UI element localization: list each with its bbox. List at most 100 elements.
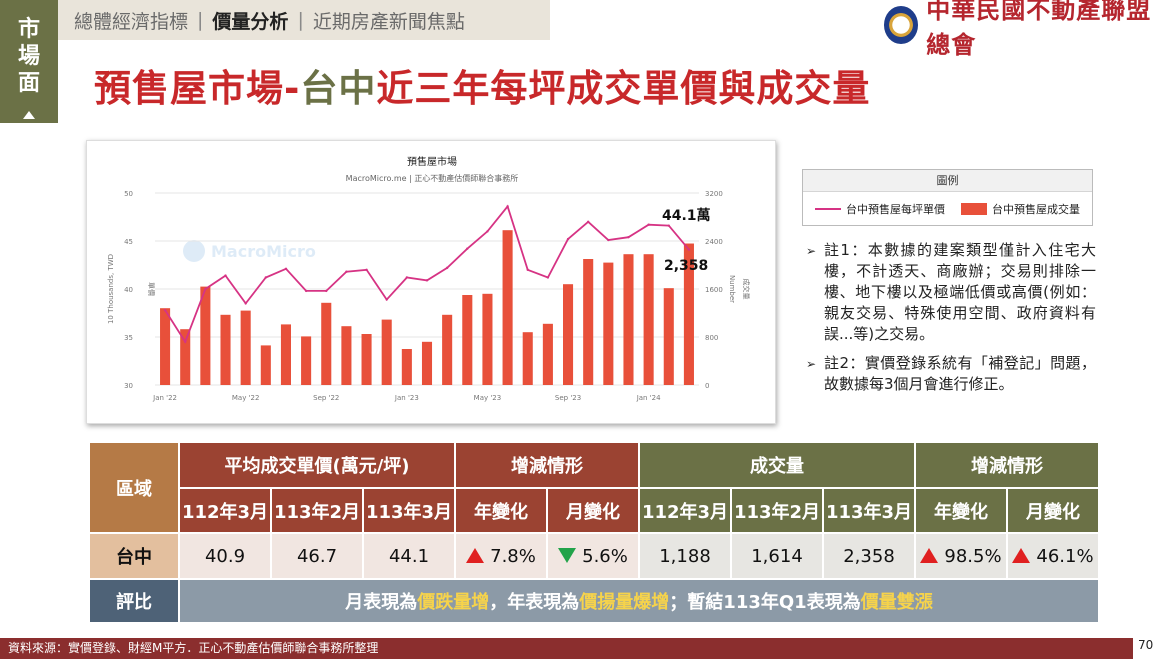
section-tab: 市 場 面 <box>0 0 58 123</box>
price-point <box>425 279 429 282</box>
volume-callout: 2,358 <box>664 258 709 274</box>
combo-chart: 預售屋市場 MacroMicro.me | 正心不動產估價師聯合事務所 Macr… <box>107 155 751 402</box>
price-point <box>284 267 288 271</box>
price-point <box>506 205 509 208</box>
price-col-period: 113年2月 <box>272 489 362 532</box>
price-point <box>204 287 207 291</box>
top-nav: 總體經濟指標 | 價量分析 | 近期房產新聞焦點 <box>58 0 550 40</box>
price-point <box>345 270 348 273</box>
price-point <box>647 223 650 226</box>
price-point <box>607 238 610 242</box>
nav-item-news[interactable]: 近期房產新聞焦點 <box>312 10 465 33</box>
eval-highlight: 價揚量爆增 <box>579 592 670 613</box>
price-yoy-cell: 7.8% <box>456 534 546 578</box>
eval-segment: ，年表現為 <box>489 592 580 613</box>
nav-item-macro[interactable]: 總體經濟指標 <box>74 10 189 33</box>
org-logo: 中華民國不動產聯盟總會 <box>884 0 1169 59</box>
volume-bar <box>220 314 231 385</box>
volume-col-period: 113年3月 <box>824 489 914 532</box>
volume-col-period: 112年3月 <box>640 489 730 532</box>
volume-cell: 2,358 <box>824 534 914 578</box>
chart-title: 預售屋市場 <box>407 155 457 168</box>
notes-list: ➢ 註1：本數據的建案類型僅計入住宅大樓，不計透天、商廠辦；交易則排除一樓、地下… <box>806 240 1096 403</box>
volume-cell: 1,188 <box>640 534 730 578</box>
nav-divider: | <box>197 9 204 31</box>
y-right-tick-label: 3200 <box>705 190 723 198</box>
volume-col-yoy: 年變化 <box>916 489 1006 532</box>
volume-header: 成交量 <box>640 443 914 487</box>
legend-line-swatch <box>815 208 841 210</box>
price-point <box>486 230 489 233</box>
watermark: MacroMicro <box>183 240 316 262</box>
note-bullet-icon: ➢ <box>806 244 817 258</box>
title-part-topic: 近三年每坪成交單價與成交量 <box>376 67 871 110</box>
eval-segment: ；暫結113年Q1表現為 <box>669 592 861 613</box>
volume-bar <box>280 324 291 385</box>
volume-bar <box>683 243 694 385</box>
down-triangle-icon <box>558 547 577 563</box>
volume-bar <box>260 345 271 385</box>
price-point <box>667 224 670 227</box>
price-point <box>224 274 227 277</box>
org-seal-icon <box>884 6 919 44</box>
price-point <box>405 276 409 279</box>
volume-bar <box>180 329 191 385</box>
eval-highlight: 價跌量增 <box>417 592 490 613</box>
legend-bar-swatch <box>961 203 987 215</box>
up-triangle-icon <box>920 547 939 563</box>
price-point <box>163 308 167 312</box>
x-tick-label: Jan '23 <box>394 394 419 402</box>
volume-bar <box>663 288 674 385</box>
y-right-tick-label: 1600 <box>705 286 723 294</box>
section-tab-char: 市 <box>17 17 40 42</box>
nav-divider: | <box>297 9 304 31</box>
price-mom-cell: 5.6% <box>548 534 638 578</box>
chart-card: 預售屋市場 MacroMicro.me | 正心不動產估價師聯合事務所 Macr… <box>86 140 776 424</box>
volume-bar <box>522 332 533 385</box>
x-tick-label: Jan '22 <box>152 394 177 402</box>
volume-bar <box>401 349 412 385</box>
volume-bar <box>341 326 352 385</box>
price-mom-value: 5.6% <box>582 545 628 567</box>
area-header: 區域 <box>90 443 178 532</box>
volume-bar <box>301 336 312 385</box>
price-point <box>304 289 308 293</box>
nav-item-price-volume[interactable]: 價量分析 <box>212 10 289 33</box>
y-right-tick-label: 2400 <box>705 238 723 246</box>
price-point <box>445 266 449 270</box>
evaluation-row: 評比 月表現為價跌量增，年表現為價揚量爆增；暫結113年Q1表現為價量雙漲 <box>90 580 1098 622</box>
volume-bar <box>482 293 493 385</box>
volume-bar <box>160 308 171 385</box>
price-cell: 44.1 <box>364 534 454 578</box>
org-name: 中華民國不動產聯盟總會 <box>926 0 1152 59</box>
price-cell: 40.9 <box>180 534 270 578</box>
note-text: 註1：本數據的建案類型僅計入住宅大樓，不計透天、商廠辦；交易則排除一樓、地下樓以… <box>824 241 1096 343</box>
legend-line-label: 台中預售屋每坪單價 <box>846 203 945 216</box>
volume-bar <box>381 319 392 385</box>
y-left-tick-label: 45 <box>124 238 133 246</box>
price-col-period: 112年3月 <box>180 489 270 532</box>
y-left-series-label: 單價 <box>147 282 156 296</box>
section-tab-char: 面 <box>17 71 40 96</box>
volume-bar <box>462 295 473 385</box>
y-right-series-label: 成交量 <box>742 279 751 300</box>
price-cell: 46.7 <box>272 534 362 578</box>
price-point <box>365 268 368 271</box>
page-title: 預售屋市場-台中近三年每坪成交單價與成交量 <box>94 58 870 112</box>
eval-segment: 月表現為 <box>345 592 418 613</box>
eval-highlight: 價量雙漲 <box>860 592 933 613</box>
y-left-tick-label: 40 <box>124 286 133 294</box>
title-part-city: 台中 <box>300 67 377 110</box>
volume-bar <box>321 302 332 385</box>
x-tick-label: May '22 <box>232 394 260 402</box>
legend-bar-label: 台中預售屋成交量 <box>992 203 1080 216</box>
price-point <box>526 268 529 271</box>
volume-bar <box>421 341 433 385</box>
volume-bar <box>603 262 614 385</box>
volume-bar <box>583 259 594 385</box>
volume-bar <box>361 334 372 385</box>
volume-bar <box>643 254 654 385</box>
y-left-tick-label: 30 <box>124 382 133 390</box>
page-number: 70 <box>1138 638 1154 652</box>
x-tick-label: Jan '24 <box>636 394 661 402</box>
